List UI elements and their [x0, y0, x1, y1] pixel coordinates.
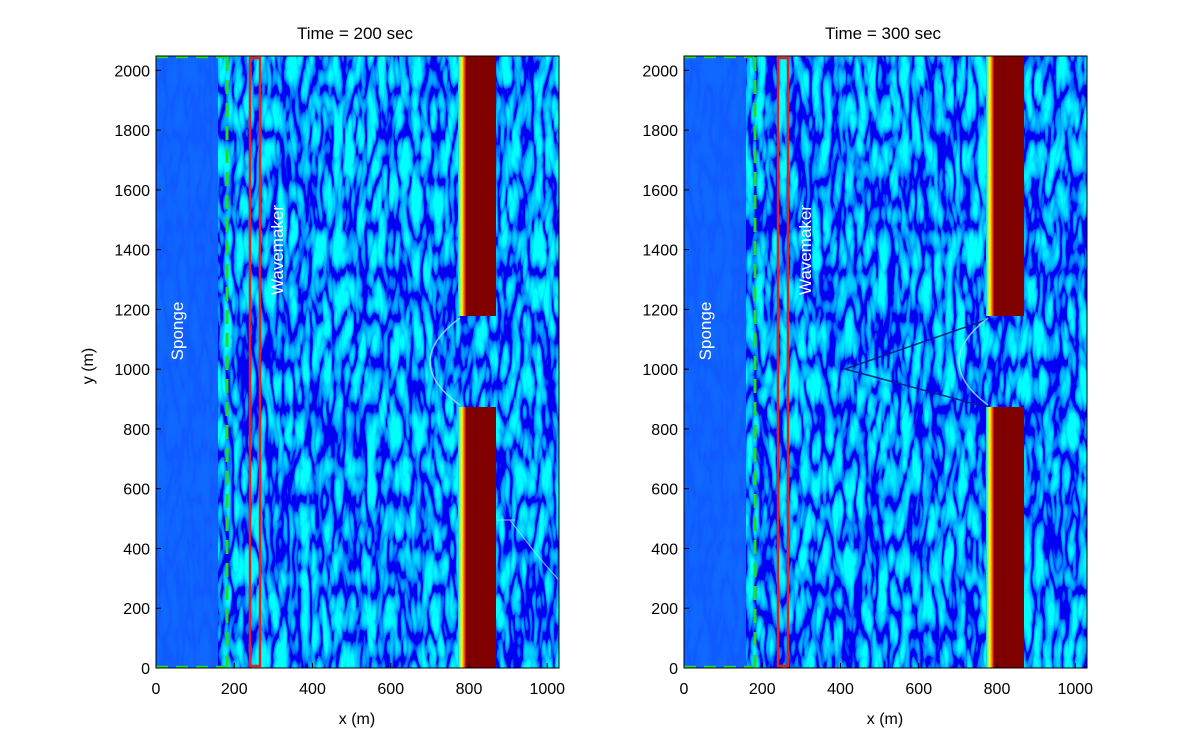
- x-tick-label: 600: [905, 681, 932, 698]
- x-tick-label: 400: [827, 681, 854, 698]
- y-tick-label: 1000: [642, 362, 678, 379]
- plot-area: Sponge Wavemaker: [155, 55, 560, 669]
- chart-title: Time = 200 sec: [297, 24, 414, 43]
- y-tick-label: 2000: [114, 63, 150, 80]
- diffraction-wedge: [842, 319, 987, 408]
- sponge-zone: [684, 56, 746, 668]
- x-tick-label: 800: [984, 681, 1011, 698]
- x-tick-label: 1000: [1057, 681, 1093, 698]
- breakwater-top: [466, 56, 496, 316]
- y-tick-label: 1400: [114, 243, 150, 260]
- chart-title: Time = 300 sec: [825, 24, 942, 43]
- x-tick-label: 1000: [529, 681, 565, 698]
- y-tick-label: 1600: [114, 183, 150, 200]
- x-tick-label: 600: [377, 681, 404, 698]
- sponge-zone: [156, 56, 218, 668]
- breakwater-edge-top: [458, 56, 466, 316]
- x-tick-label: 0: [152, 681, 161, 698]
- breakwater-edge-bottom: [458, 407, 466, 668]
- y-tick-label: 1400: [642, 243, 678, 260]
- breakwater-edge-bottom: [986, 407, 994, 668]
- y-tick-labels: 0 200 400 600 800 1000 1200 1400 1600 1800 2000: [114, 63, 161, 678]
- breakwater-bottom: [994, 407, 1024, 668]
- x-tick-label: 0: [680, 681, 689, 698]
- wavemaker-label: Wavemaker: [796, 205, 815, 295]
- x-axis-label: x (m): [867, 711, 903, 728]
- x-tick-label: 200: [749, 681, 776, 698]
- y-tick-label: 0: [669, 661, 678, 678]
- axes-frame: [683, 55, 1088, 669]
- breakwater-top: [994, 56, 1024, 316]
- diffraction-arc: [958, 317, 989, 406]
- y-tick-label: 2000: [642, 63, 678, 80]
- panel-time-200: Time = 200 sec Sponge Wavemaker 0 200 400 6…: [80, 24, 565, 728]
- diffraction-arc: [429, 317, 461, 406]
- y-tick-label: 1800: [114, 123, 150, 140]
- breakwater-edge-top: [986, 56, 994, 316]
- wavemaker-label: Wavemaker: [268, 205, 287, 295]
- y-tick-label: 1200: [642, 302, 678, 319]
- x-tick-labels: 0 200 400 600 800 1000: [152, 663, 565, 698]
- y-tick-label: 600: [651, 482, 678, 499]
- sponge-label: Sponge: [168, 302, 187, 361]
- y-tick-label: 200: [123, 601, 150, 618]
- y-tick-label: 1800: [642, 123, 678, 140]
- y-tick-label: 400: [123, 541, 150, 558]
- y-tick-label: 200: [651, 601, 678, 618]
- y-tick-label: 600: [123, 482, 150, 499]
- x-tick-labels: 0 200 400 600 800 1000: [680, 663, 1093, 698]
- y-tick-label: 1200: [114, 302, 150, 319]
- y-tick-label: 800: [123, 422, 150, 439]
- y-axis-label: y (m): [80, 348, 97, 384]
- y-tick-labels: 0 200 400 600 800 1000 1200 1400 1600 1800 2000: [642, 63, 689, 678]
- sponge-label: Sponge: [696, 302, 715, 361]
- x-tick-label: 200: [221, 681, 248, 698]
- reflection-pattern: [498, 519, 560, 581]
- x-axis-label: x (m): [339, 711, 375, 728]
- y-tick-label: 400: [651, 541, 678, 558]
- panel-time-300: Time = 300 sec Sponge Wavemaker 0 200 400 6…: [642, 24, 1093, 728]
- y-tick-label: 1600: [642, 183, 678, 200]
- wavemaker-box: [776, 56, 790, 668]
- axes-frame: [155, 55, 560, 669]
- x-tick-label: 800: [456, 681, 483, 698]
- y-tick-label: 800: [651, 422, 678, 439]
- x-tick-label: 400: [299, 681, 326, 698]
- y-tick-label: 1000: [114, 362, 150, 379]
- plot-area: Sponge Wavemaker: [683, 55, 1088, 669]
- breakwater-bottom: [466, 407, 496, 668]
- y-tick-label: 0: [141, 661, 150, 678]
- wavemaker-box: [248, 56, 262, 668]
